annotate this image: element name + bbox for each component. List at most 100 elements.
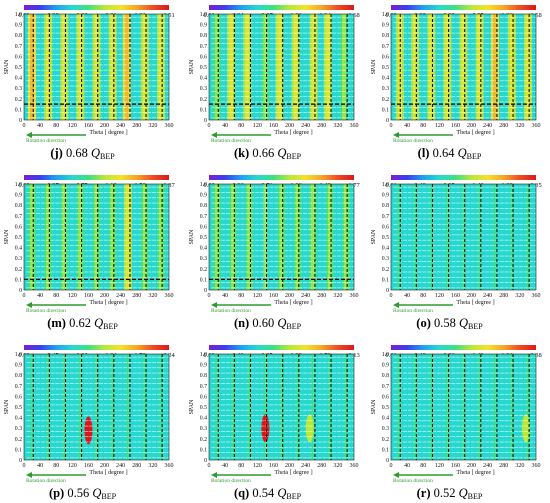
y-tick-label: 1.0	[200, 12, 207, 18]
band-core	[445, 14, 450, 120]
x-axis-label: Theta [ degree ]	[274, 300, 312, 306]
x-tick-label: 240	[483, 293, 492, 299]
y-tick-label: 0.2	[200, 267, 207, 273]
y-tick-label: 0	[19, 458, 22, 464]
band-core	[46, 14, 51, 120]
y-tick-label: 0.4	[15, 76, 22, 82]
x-tick-label: 360	[165, 293, 174, 299]
band-core	[124, 14, 129, 120]
plot-frame	[23, 13, 170, 121]
x-tick-label: 80	[238, 123, 244, 129]
band-core	[525, 184, 530, 290]
plot-frame	[390, 13, 537, 121]
colorbar	[209, 175, 354, 180]
x-tick-label: 120	[68, 463, 77, 469]
y-tick-label: 0.1	[200, 107, 207, 113]
x-tick-label: 160	[451, 293, 460, 299]
x-tick-label: 320	[515, 293, 524, 299]
rotation-direction-label: Rotation direction	[26, 138, 66, 144]
plot-frame	[23, 183, 170, 291]
colorbar	[391, 5, 536, 10]
hotspot	[305, 414, 314, 443]
panel-caption: (k) 0.66 QBEP	[234, 146, 302, 161]
x-tick-label: 120	[253, 293, 262, 299]
band-core	[310, 354, 315, 460]
y-tick-label: 0.7	[200, 214, 207, 220]
y-tick-label: 0.5	[382, 65, 389, 71]
panel-caption: (o) 0.58 QBEP	[416, 316, 483, 331]
y-tick-label: 0.1	[382, 277, 389, 283]
band-core	[413, 184, 418, 290]
y-tick-label: 0.5	[15, 405, 22, 411]
band-core	[158, 14, 163, 120]
band-core	[327, 184, 332, 290]
x-axis-label: Theta [ degree ]	[456, 130, 494, 136]
band-core	[343, 354, 348, 460]
caption-sub: BEP	[286, 322, 301, 331]
band-core	[245, 14, 250, 120]
y-tick-label: 0.9	[15, 193, 22, 199]
x-tick-label: 360	[165, 123, 174, 129]
band-core	[231, 184, 236, 290]
x-tick-label: 320	[333, 123, 342, 129]
y-tick-label: 0.3	[15, 256, 22, 262]
y-tick-label: 0.4	[200, 246, 207, 252]
x-tick-label: 240	[116, 293, 125, 299]
x-tick-label: 0	[390, 123, 393, 129]
y-axis-label: SPAN	[4, 399, 10, 414]
x-tick-label: 160	[269, 293, 278, 299]
caption-value: 0.68	[63, 146, 91, 160]
band-core	[142, 14, 147, 120]
x-tick-label: 120	[68, 293, 77, 299]
colorbar-tick-label: 1.87	[163, 182, 175, 189]
band-core	[397, 184, 402, 290]
band-core	[429, 184, 434, 290]
y-tick-label: 0.8	[200, 203, 207, 209]
panel-l: 0.000.320.630.951.261.5800.10.20.30.40.5…	[371, 5, 542, 161]
x-tick-label: 320	[333, 293, 342, 299]
band-core	[78, 354, 83, 460]
rotation-arrow-icon	[211, 302, 217, 308]
band-core	[525, 14, 530, 120]
x-tick-label: 320	[515, 123, 524, 129]
y-tick-label: 0.7	[382, 44, 389, 50]
x-axis-label: Theta [ degree ]	[456, 300, 494, 306]
band-core	[62, 184, 67, 290]
y-tick-label: 1.0	[200, 182, 207, 188]
y-tick-label: 0.9	[200, 23, 207, 29]
x-tick-label: 280	[499, 123, 508, 129]
band-core	[110, 14, 115, 120]
x-tick-label: 0	[390, 293, 393, 299]
y-tick-label: 0.8	[382, 203, 389, 209]
rotation-arrow-icon	[26, 302, 32, 308]
y-tick-label: 0	[19, 288, 22, 294]
panel-m: 0.000.370.751.121.501.8700.10.20.30.40.5…	[4, 175, 175, 331]
caption-value: 0.66	[249, 146, 277, 160]
band-core	[62, 14, 67, 120]
panel-n: 0.000.360.711.061.421.7700.10.20.30.40.5…	[189, 175, 360, 331]
band-core	[263, 184, 268, 290]
y-tick-label: 0.1	[15, 107, 22, 113]
y-tick-label: 0.8	[200, 33, 207, 39]
colorbar	[24, 345, 169, 350]
band-core	[94, 184, 99, 290]
caption-sub: BEP	[468, 322, 483, 331]
y-tick-label: 0.2	[382, 267, 389, 273]
panel-k: 0.010.340.671.011.341.6800.10.20.30.40.5…	[189, 5, 360, 161]
x-tick-label: 80	[420, 123, 426, 129]
band-core	[413, 14, 418, 120]
y-tick-label: 0.2	[15, 267, 22, 273]
y-tick-label: 0.1	[382, 107, 389, 113]
y-tick-label: 0.8	[15, 203, 22, 209]
caption-value: 0.60	[249, 316, 277, 330]
band-core	[477, 14, 482, 120]
y-axis-label: SPAN	[371, 229, 377, 244]
rotation-direction-label: Rotation direction	[26, 478, 66, 484]
x-axis-label: Theta [ degree ]	[89, 470, 127, 476]
y-tick-label: 0.4	[382, 246, 389, 252]
x-tick-label: 280	[317, 293, 326, 299]
y-tick-label: 0.3	[382, 86, 389, 92]
y-tick-label: 0.3	[15, 426, 22, 432]
x-tick-label: 160	[84, 123, 93, 129]
y-tick-label: 0.9	[15, 363, 22, 369]
